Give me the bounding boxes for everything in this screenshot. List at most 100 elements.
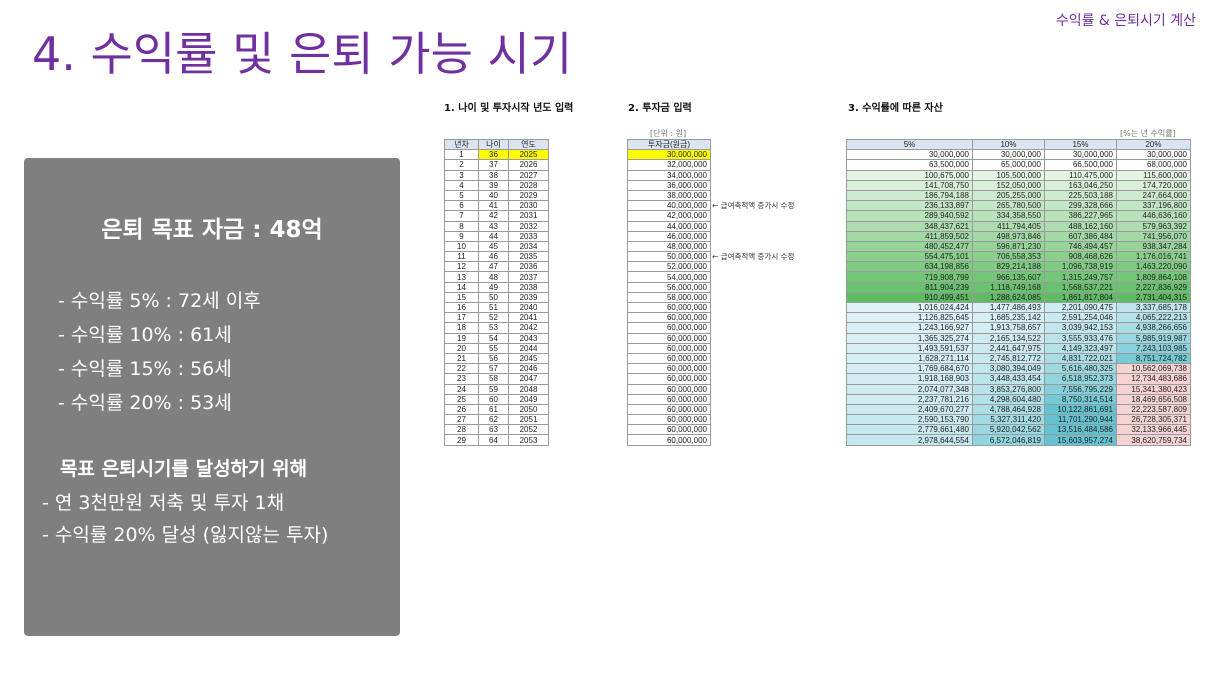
- table-cell: 42: [478, 210, 509, 222]
- asset-cell: 4,065,222,213: [1116, 312, 1191, 324]
- table-row: 289,940,592 334,358,550 386,227,965 446,636…: [846, 210, 1191, 222]
- asset-cell: 3,853,276,800: [972, 383, 1045, 395]
- asset-cell: 141,708,750: [846, 179, 973, 191]
- table-row: 2,590,153,790 5,327,311,420 11,701,290,944…: [846, 414, 1191, 426]
- summary-panel: 은퇴 목표 자금 : 48억 - 수익률 5% : 72세 이후 - 수익률 1…: [24, 158, 400, 636]
- asset-cell: 966,135,607: [972, 271, 1045, 283]
- asset-cell: 11,701,290,944: [1044, 414, 1117, 426]
- table-cell: 41: [478, 200, 509, 212]
- column-header: 연도: [508, 138, 549, 151]
- asset-cell: 30,000,000: [1044, 149, 1117, 161]
- table-row: 1,016,024,424 1,477,486,493 2,201,090,475 3…: [846, 301, 1191, 314]
- table-row: 30,000,000 30,000,000 30,000,000 30,000,000: [846, 149, 1191, 161]
- table-cell: 51: [478, 301, 509, 314]
- table-row: 9 44 2033: [444, 230, 549, 242]
- table-cell: 62: [478, 414, 509, 426]
- table-cell: 55: [478, 342, 509, 354]
- investment-cell: 40,000,000: [627, 200, 711, 212]
- table-cell[interactable]: 36: [478, 149, 509, 161]
- table-row: 2,978,644,554 6,572,046,819 15,603,957,274…: [846, 434, 1191, 446]
- asset-cell: 554,475,101: [846, 251, 973, 263]
- table-row: 1,769,684,670 3,080,394,049 5,616,480,325 1…: [846, 363, 1191, 375]
- asset-cell: 1,463,220,090: [1116, 261, 1191, 273]
- investment-cell: 60,000,000: [627, 301, 711, 314]
- asset-cell: 910,499,451: [846, 291, 973, 304]
- asset-cell: 6,572,046,819: [972, 434, 1045, 446]
- investment-cell[interactable]: 30,000,000: [627, 149, 711, 161]
- investment-cell: 34,000,000: [627, 169, 711, 181]
- table-cell: 14: [444, 281, 479, 293]
- asset-cell: 174,720,000: [1116, 179, 1191, 191]
- table-row: 2,409,670,277 4,788,464,928 10,122,861,691…: [846, 403, 1191, 416]
- table-row: 348,437,621 411,794,405 488,162,160 579,963…: [846, 220, 1191, 232]
- asset-cell: 2,409,670,277: [846, 403, 973, 416]
- table-cell: 2033: [508, 230, 549, 242]
- asset-cell: 4,149,323,497: [1044, 342, 1117, 354]
- table-cell[interactable]: 2025: [508, 149, 549, 161]
- table-row: 60,000,000: [627, 373, 711, 385]
- asset-cell: 30,000,000: [1116, 149, 1191, 161]
- rate-line: - 수익률 10% : 61세: [58, 324, 232, 346]
- section-title-investment: 2. 투자금 입력: [628, 103, 692, 114]
- table-row: 60,000,000: [627, 352, 711, 365]
- table-cell: 12: [444, 261, 479, 273]
- table-row: 5 40 2029: [444, 189, 549, 202]
- table-cell: 24: [444, 383, 479, 395]
- asset-cell: 579,963,392: [1116, 220, 1191, 232]
- strategy-item: - 수익률 20% 달성 (잃지않는 투자): [42, 524, 329, 546]
- asset-cell: 105,500,000: [972, 169, 1045, 181]
- table-cell: 45: [478, 240, 509, 253]
- table-cell: 44: [478, 230, 509, 242]
- table-row: 3 38 2027: [444, 169, 549, 181]
- table-row: 2,074,077,348 3,853,276,800 7,556,795,229 1…: [846, 383, 1191, 395]
- table-cell: 8: [444, 220, 479, 232]
- table-row: 40,000,000: [627, 200, 711, 212]
- asset-cell: 498,973,846: [972, 230, 1045, 242]
- table-cell: 2050: [508, 403, 549, 416]
- table-row: 2,779,661,480 5,920,042,562 13,516,484,586…: [846, 424, 1191, 436]
- investment-cell: 60,000,000: [627, 373, 711, 385]
- table-row: 141,708,750 152,050,000 163,046,250 174,720…: [846, 179, 1191, 191]
- table-cell: 2: [444, 159, 479, 171]
- table-row: 27 62 2051: [444, 414, 549, 426]
- investment-cell: 46,000,000: [627, 230, 711, 242]
- table-row: 60,000,000: [627, 363, 711, 375]
- table-cell: 54: [478, 332, 509, 344]
- table-cell: 25: [444, 393, 479, 405]
- asset-cell: 205,255,000: [972, 189, 1045, 202]
- investment-cell: 60,000,000: [627, 403, 711, 416]
- table-cell: 15: [444, 291, 479, 304]
- asset-cell: 3,555,933,476: [1044, 332, 1117, 344]
- asset-cell: 5,920,042,562: [972, 424, 1045, 436]
- table-row: 16 51 2040: [444, 301, 549, 314]
- table-row: 18 53 2042: [444, 322, 549, 334]
- asset-cell: 163,046,250: [1044, 179, 1117, 191]
- asset-cell: 1,568,537,221: [1044, 281, 1117, 293]
- asset-cell: 1,493,591,537: [846, 342, 973, 354]
- investment-cell: 60,000,000: [627, 424, 711, 436]
- asset-cell: 18,469,656,508: [1116, 393, 1191, 405]
- table-cell: 6: [444, 200, 479, 212]
- table-row: 1 36 2025: [444, 149, 549, 161]
- table-row: 22 57 2046: [444, 363, 549, 375]
- asset-cell: 3,337,685,178: [1116, 301, 1191, 314]
- investment-cell: 60,000,000: [627, 363, 711, 375]
- table-cell: 2038: [508, 281, 549, 293]
- asset-cell: 719,908,799: [846, 271, 973, 283]
- table-cell: 5: [444, 189, 479, 202]
- asset-cell: 236,133,897: [846, 200, 973, 212]
- table-row: 56,000,000: [627, 281, 711, 293]
- asset-cell: 1,365,325,274: [846, 332, 973, 344]
- investment-cell: 58,000,000: [627, 291, 711, 304]
- section-title-age: 1. 나이 및 투자시작 년도 입력: [444, 103, 574, 114]
- asset-cell: 7,243,103,985: [1116, 342, 1191, 354]
- table-cell: 4: [444, 179, 479, 191]
- asset-cell: 3,448,433,454: [972, 373, 1045, 385]
- table-row: 25 60 2049: [444, 393, 549, 405]
- table-cell: 2026: [508, 159, 549, 171]
- asset-cell: 1,769,684,670: [846, 363, 973, 375]
- table-row: 54,000,000: [627, 271, 711, 283]
- asset-cell: 746,494,457: [1044, 240, 1117, 253]
- table-cell: 2036: [508, 261, 549, 273]
- asset-cell: 110,475,000: [1044, 169, 1117, 181]
